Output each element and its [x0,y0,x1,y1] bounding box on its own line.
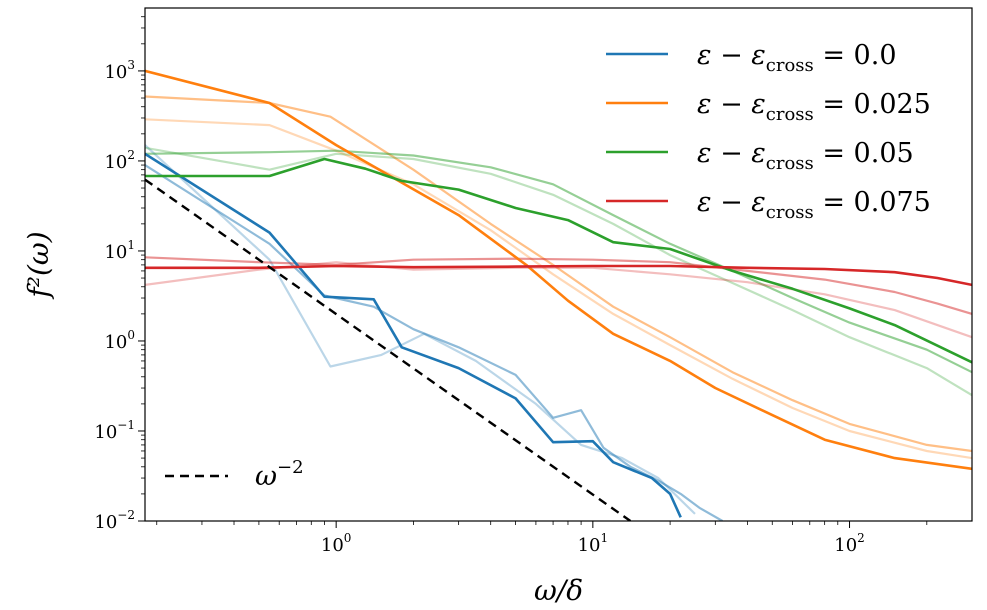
x-tick-label: 101 [578,531,609,556]
series-1-line [145,69,972,471]
y-tick-label: 10−1 [94,418,135,443]
legend-label-2: ε − εcross = 0.05 [697,138,914,174]
y-axis-ticks: 10−2 10−1 100 101 102 103 [94,16,145,533]
y-tick-label: 101 [104,238,135,263]
x-tick-label: 100 [321,531,352,556]
series-1-faded-line-0 [145,95,972,453]
legend-label-0: ε − εcross = 0.0 [697,40,897,76]
y-tick-label: 102 [104,148,135,173]
y-tick-label: 103 [104,58,135,83]
x-tick-label: 102 [834,531,865,556]
legend-label-3: ε − εcross = 0.075 [697,187,931,223]
reference-legend-label: ω−2 [255,457,304,492]
series-3-faded-line-0 [145,256,972,315]
series-3-line [145,264,972,287]
y-axis-label: f²(ω) [22,231,55,299]
reference-line-legend: ω−2 [165,457,304,492]
legend-label-1: ε − εcross = 0.025 [697,89,931,125]
series-3-faded-line-1 [145,261,972,339]
series-0-line [145,152,682,518]
legend: ε − εcross = 0.0 ε − εcross = 0.025 ε − εc… [606,40,931,223]
x-axis-ticks: 100 101 102 [156,521,928,556]
x-axis-label: ω/δ [534,574,583,607]
y-tick-label: 10−2 [94,508,135,533]
y-tick-label: 100 [104,328,135,353]
series-2-faded-line-1 [145,146,972,397]
plot-frame [144,7,973,522]
plot-series [145,69,972,521]
series-0-faded-line-1 [145,144,696,515]
series-2-line [145,157,972,364]
series-0-faded-line-0 [145,164,724,521]
series-2-faded-line-0 [145,149,972,374]
reference-dashed-line [145,178,632,521]
